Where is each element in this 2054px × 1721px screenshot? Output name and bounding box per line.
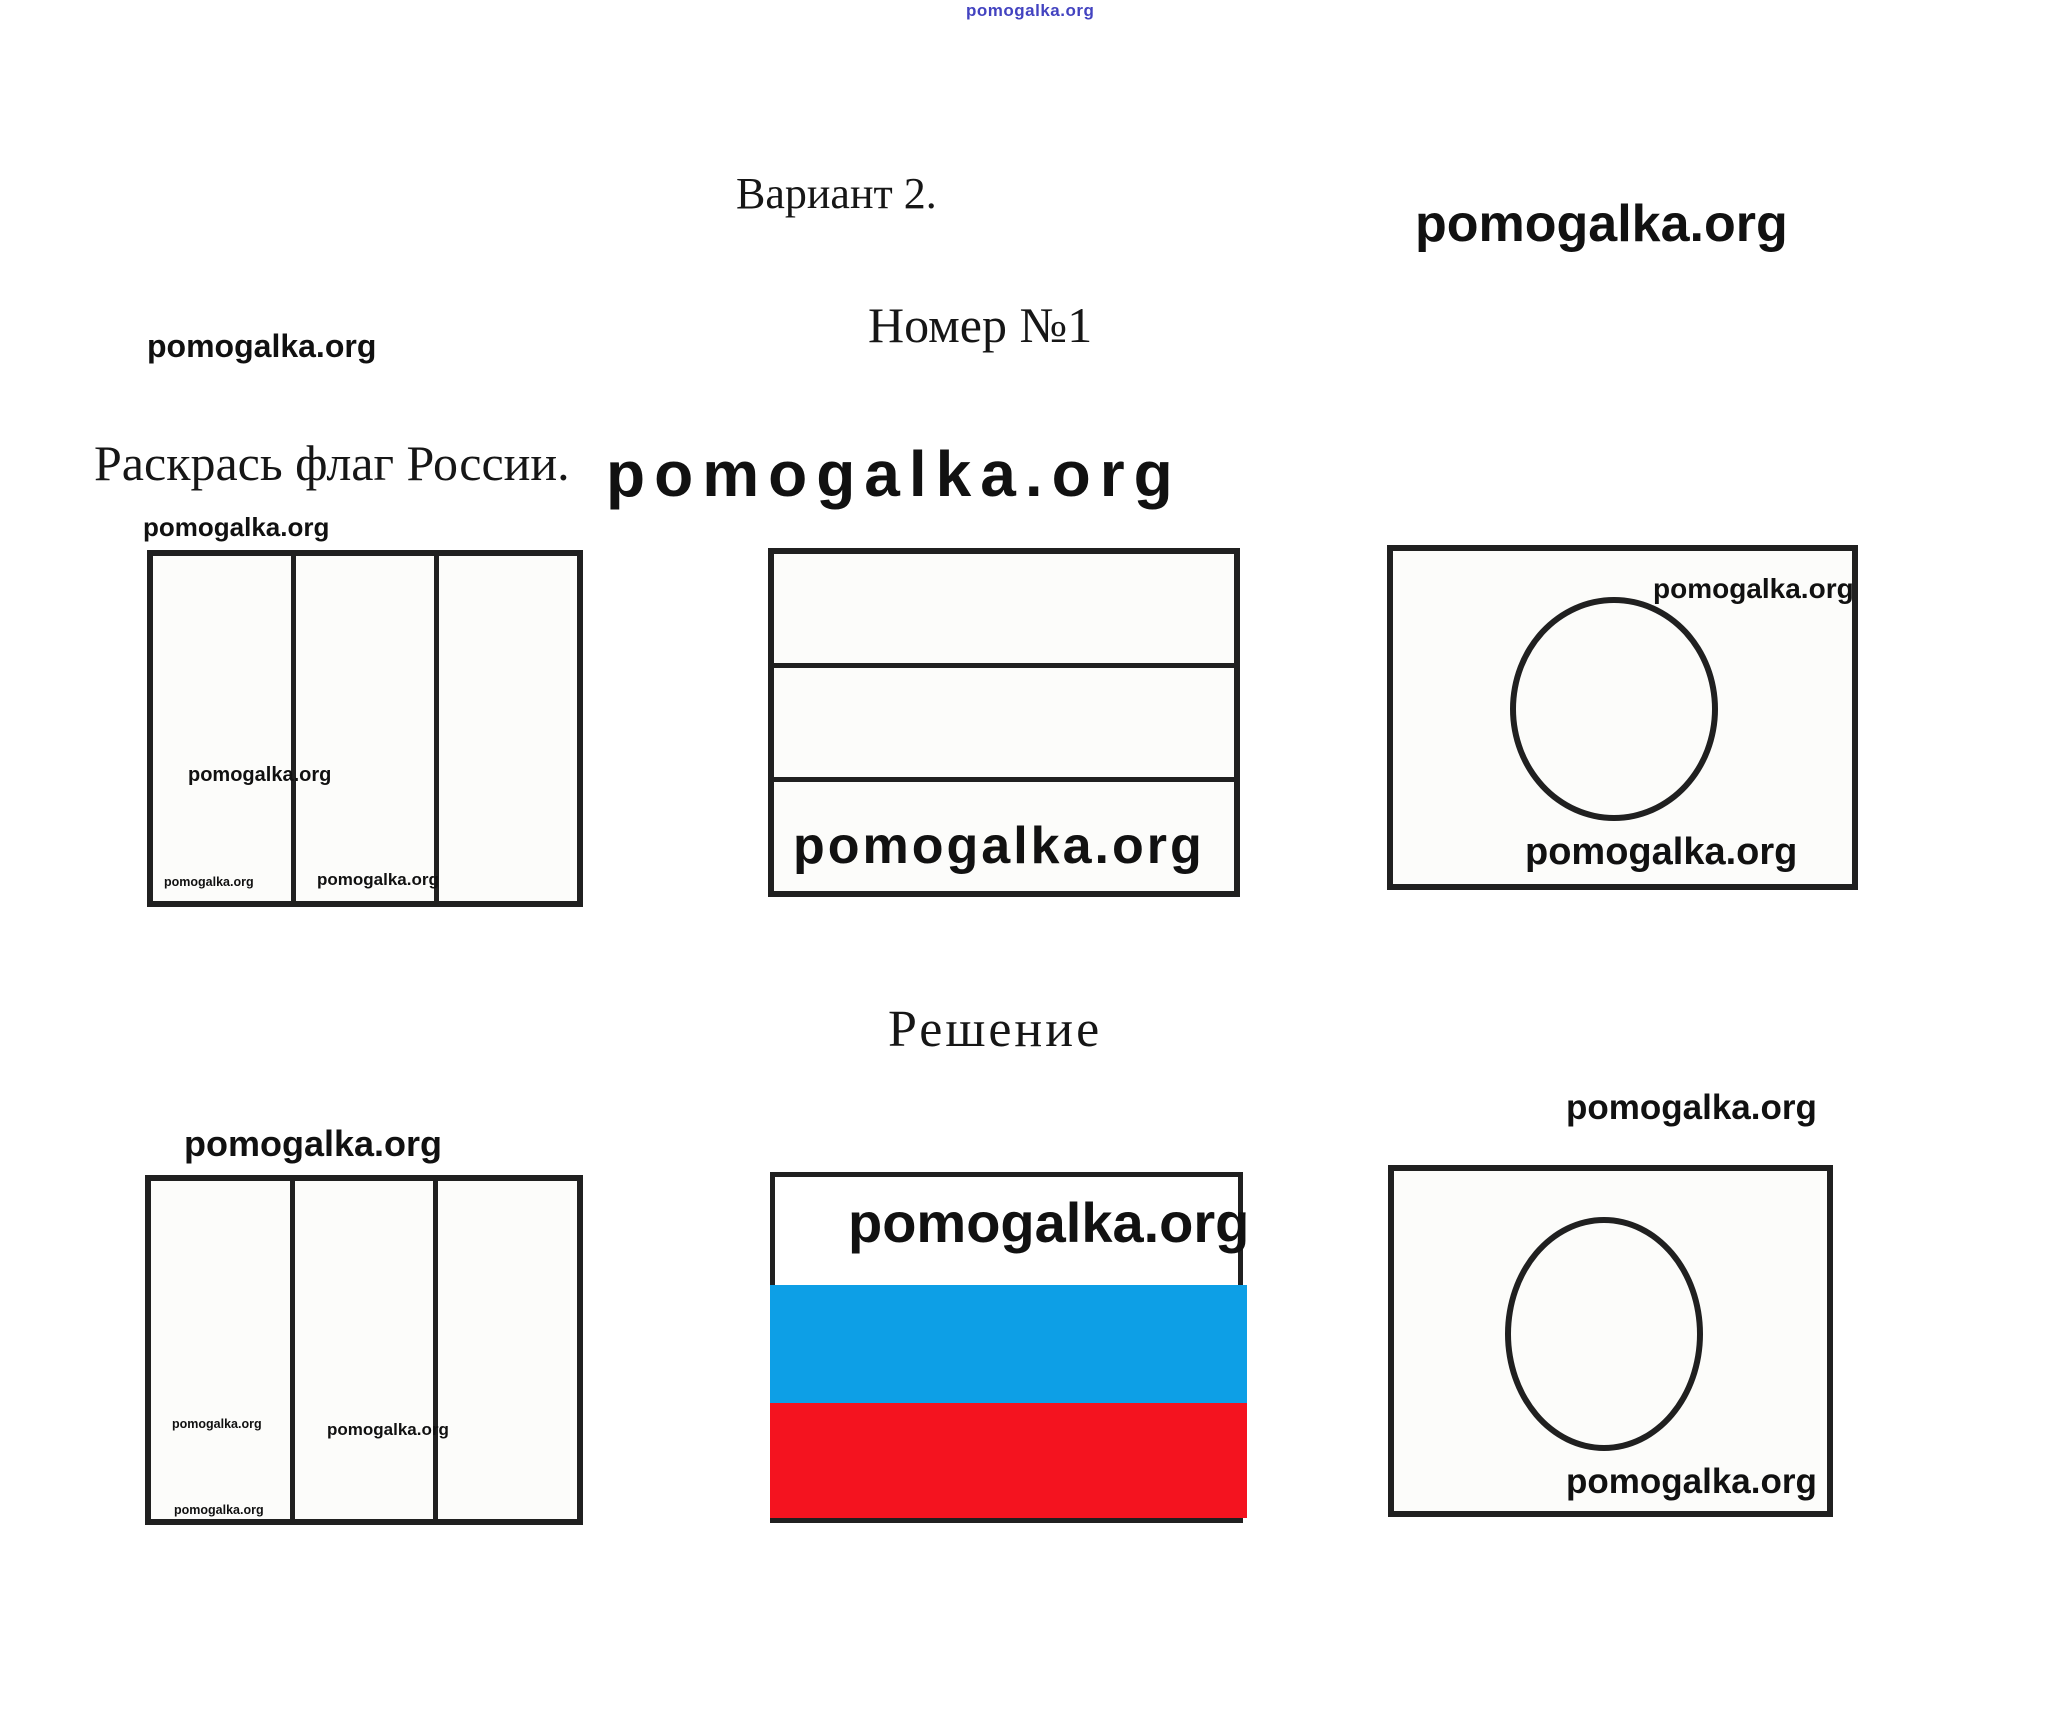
watermark-header-left: pomogalka.org — [147, 328, 377, 364]
watermark-above-solution-flag-3: pomogalka.org — [1566, 1088, 1817, 1127]
horizontal-stripe — [774, 777, 1234, 891]
task-instruction: Раскрась флаг России. — [94, 435, 570, 491]
solution-heading: Решение — [888, 1001, 1103, 1058]
horizontal-stripe — [774, 554, 1234, 663]
solution-flag-russia-colored: pomogalka.org — [770, 1172, 1249, 1523]
circle-outline — [1510, 597, 1718, 821]
vertical-stripe — [433, 1181, 577, 1519]
watermark-top: pomogalka.org — [966, 1, 1095, 20]
watermark: pomogalka.org — [174, 1503, 264, 1517]
task-flag-vertical-stripes: pomogalka.org pomogalka.org pomogalka.or… — [147, 550, 583, 907]
watermark: pomogalka.org — [317, 870, 439, 889]
stripe-blue — [770, 1285, 1247, 1403]
vertical-stripe — [291, 556, 434, 901]
solution-flag-circle: pomogalka.org — [1388, 1165, 1833, 1517]
task-flag-circle: pomogalka.org pomogalka.org — [1387, 545, 1858, 890]
watermark: pomogalka.org — [848, 1191, 1250, 1254]
watermark-instruction: pomogalka.org — [606, 438, 1182, 510]
watermark: pomogalka.org — [327, 1420, 449, 1439]
watermark: pomogalka.org — [1566, 1462, 1817, 1501]
watermark-above-task-flag-1: pomogalka.org — [143, 512, 330, 542]
vertical-stripe — [151, 1181, 290, 1519]
watermark-top-right: pomogalka.org — [1415, 195, 1788, 253]
task-flag-horizontal-stripes: pomogalka.org — [768, 548, 1240, 897]
watermark: pomogalka.org — [172, 1417, 262, 1431]
solution-flag-vertical-stripes: pomogalka.org pomogalka.org pomogalka.or… — [145, 1175, 583, 1525]
watermark: pomogalka.org — [164, 875, 254, 889]
horizontal-stripe — [774, 663, 1234, 777]
vertical-stripe — [434, 556, 577, 901]
watermark: pomogalka.org — [1525, 831, 1798, 873]
vertical-stripe — [153, 556, 291, 901]
watermark: pomogalka.org — [793, 817, 1205, 875]
task-number: Номер №1 — [868, 297, 1093, 353]
watermark-above-solution-flag-1: pomogalka.org — [184, 1123, 443, 1164]
circle-outline — [1505, 1217, 1703, 1451]
watermark: pomogalka.org — [188, 764, 332, 786]
watermark: pomogalka.org — [1653, 573, 1854, 604]
stripe-red — [770, 1403, 1247, 1518]
vertical-stripe — [289, 1181, 434, 1519]
variant-title: Вариант 2. — [736, 169, 937, 218]
